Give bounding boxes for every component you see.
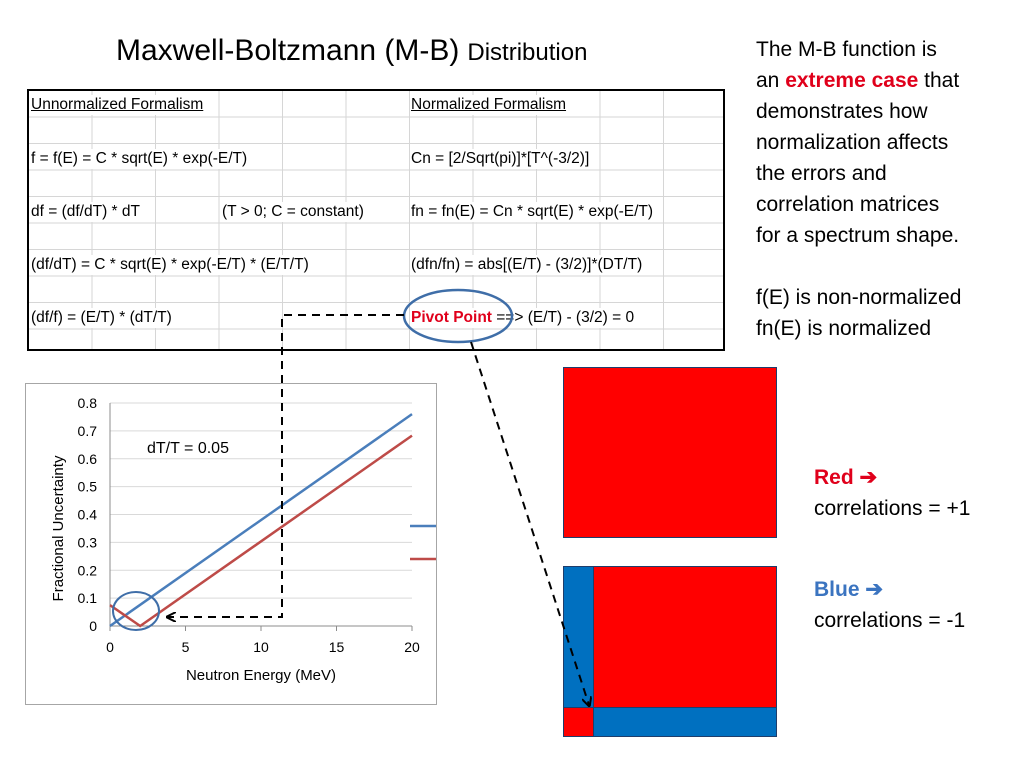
blue-description: correlations = -1 (814, 609, 966, 632)
x-tick-label: 5 (182, 639, 190, 655)
note-line: demonstrates how (756, 100, 928, 123)
note-line: an extreme case that (756, 65, 961, 96)
unnormalized-header: Unnormalized Formalism (31, 95, 207, 115)
y-tick-label: 0.4 (78, 507, 98, 523)
note-text: an (756, 69, 786, 92)
red-label: Red (814, 466, 854, 489)
note-line: the errors and (756, 162, 887, 185)
note-line: The M-B function is (756, 38, 937, 61)
y-tick-label: 0.5 (78, 479, 98, 495)
right-arrow-icon: ➔ (865, 578, 883, 601)
y-tick-label: 0.7 (78, 423, 98, 439)
pivot-circle-icon (112, 591, 160, 631)
blue-label: Blue (814, 578, 860, 601)
x-tick-label: 0 (106, 639, 114, 655)
formula-dfdt: (df/dT) = C * sqrt(E) * exp(-E/T) * (E/T… (31, 255, 312, 275)
note-line: fn(E) is normalized (756, 317, 932, 340)
red-description: correlations = +1 (814, 497, 971, 520)
correlation-matrix-normalized (563, 566, 777, 737)
x-tick-label: 15 (329, 639, 345, 655)
formula-condition: (T > 0; C = constant) (222, 202, 367, 222)
formula-dfnfn: (dfn/fn) = abs[(E/T) - (3/2)]*(DT/T) (411, 255, 646, 275)
matrix-cell-red (563, 707, 594, 737)
matrix-cell-red (593, 566, 777, 708)
x-tick-label: 20 (404, 639, 420, 655)
formula-f: f = f(E) = C * sqrt(E) * exp(-E/T) (31, 149, 251, 169)
y-tick-label: 0.6 (78, 451, 98, 467)
uncertainty-chart: 0 0.1 0.2 0.3 0.4 0.5 0.6 0.7 0.8 0 5 10 15 20 Neutron… (25, 383, 483, 705)
red-legend: Red ➔ correlations = +1 (814, 462, 970, 524)
slide-title: Maxwell-Boltzmann (M-B) Distribution (116, 34, 587, 68)
y-tick-label: 0.8 (78, 395, 98, 411)
right-arrow-icon: ➔ (859, 466, 878, 489)
normalized-header: Normalized Formalism (411, 95, 570, 115)
note-line: correlation matrices (756, 193, 940, 216)
note-text: that (918, 69, 960, 92)
y-tick-label: 0.3 (78, 534, 98, 550)
pivot-point-label: Pivot Point (411, 309, 492, 326)
title-sub: Distribution (467, 39, 588, 66)
correlation-matrix-unnormalized (563, 367, 777, 538)
formula-df: df = (df/dT) * dT (31, 202, 143, 222)
formula-pivot: Pivot Point ==> (E/T) - (3/2) = 0 (411, 308, 638, 328)
formula-spreadsheet: Unnormalized Formalism Normalized Formal… (27, 89, 725, 351)
y-tick-label: 0.2 (78, 562, 98, 578)
x-axis-label: Neutron Energy (MeV) (186, 667, 336, 684)
formula-fn: fn = fn(E) = Cn * sqrt(E) * exp(-E/T) (411, 202, 657, 222)
y-axis-label: Fractional Uncertainty (50, 455, 67, 601)
note-line: normalization affects (756, 131, 949, 154)
explanation-note: The M-B function is an extreme case that… (756, 34, 961, 344)
matrix-cell-blue (593, 707, 777, 737)
y-tick-label: 0 (89, 618, 97, 634)
chart-svg: 0 0.1 0.2 0.3 0.4 0.5 0.6 0.7 0.8 0 5 10 15 20 Neutron… (50, 395, 483, 684)
chart-annotation: dT/T = 0.05 (147, 440, 229, 457)
formula-cn: Cn = [2/Sqrt(pi)]*[T^(-3/2)] (411, 149, 593, 169)
matrix-cell-red (563, 367, 777, 538)
formula-dff: (df/f) = (E/T) * (dT/T) (31, 308, 175, 328)
note-line: for a spectrum shape. (756, 224, 960, 247)
pivot-point-equation: ==> (E/T) - (3/2) = 0 (491, 309, 635, 326)
extreme-case-emphasis: extreme case (785, 69, 919, 92)
y-tick-label: 0.1 (78, 590, 98, 606)
series-line-2 (109, 434, 413, 628)
x-tick-label: 10 (253, 639, 269, 655)
title-main: Maxwell-Boltzmann (M-B) (116, 34, 460, 67)
note-line: f(E) is non-normalized (756, 286, 962, 309)
matrix-cell-blue (563, 566, 594, 708)
blue-legend: Blue ➔ correlations = -1 (814, 574, 965, 636)
